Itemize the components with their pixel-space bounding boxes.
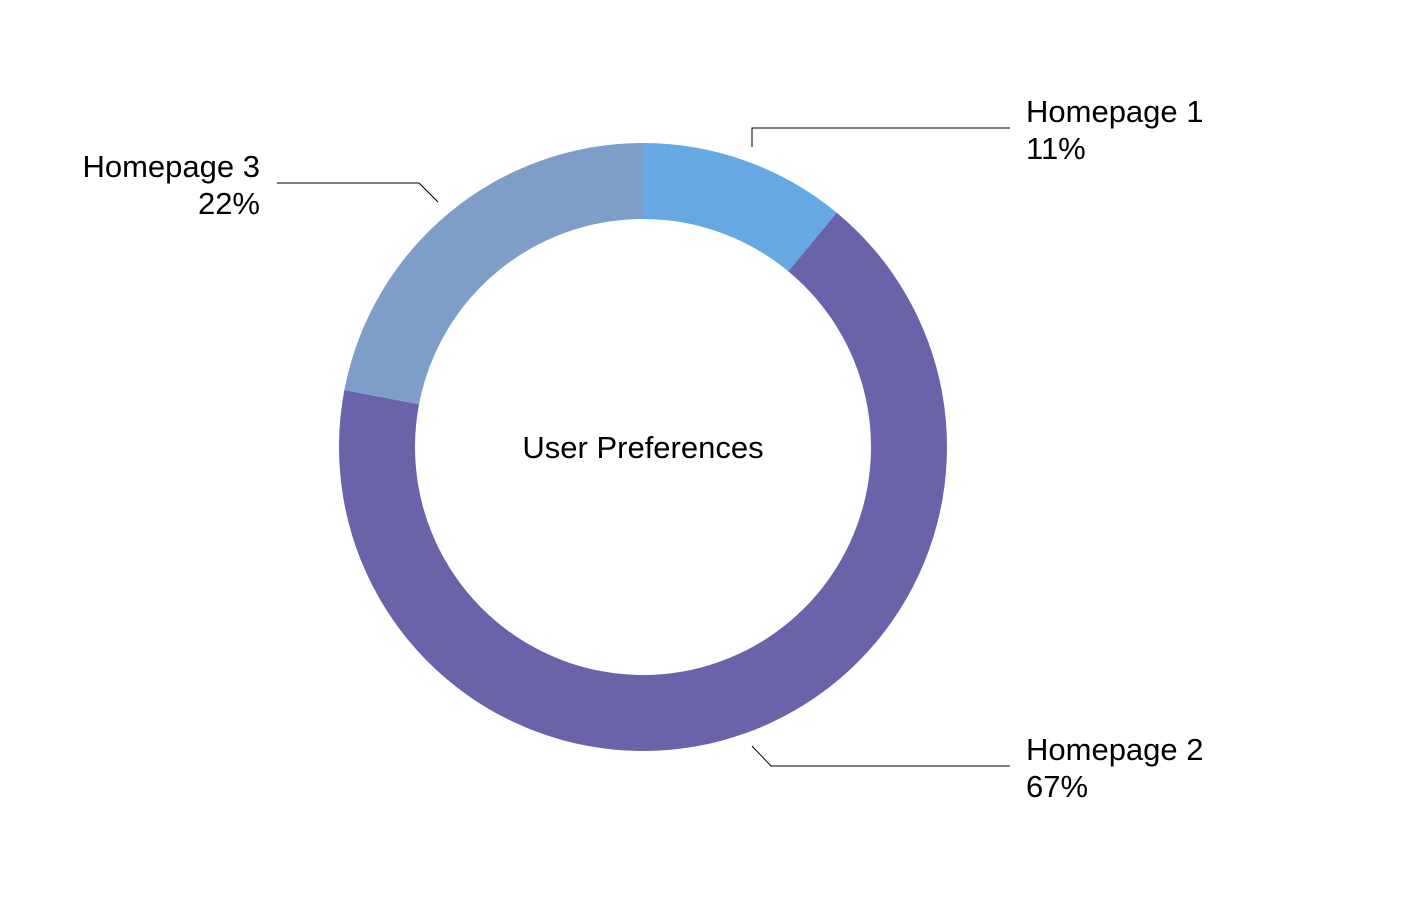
leader-line-1 (751, 127, 1010, 147)
leader-lines (277, 127, 1010, 767)
slice-percent-label: 67% (1026, 769, 1088, 804)
slice-homepage-2 (339, 212, 947, 751)
slice-percent-label: 22% (198, 186, 260, 221)
slice-percent-label: 11% (1026, 131, 1086, 166)
slice-name-label: Homepage 3 (82, 149, 260, 184)
slice-name-label: Homepage 1 (1026, 94, 1204, 129)
slice-homepage-1 (643, 143, 837, 272)
chart-title: User Preferences (522, 430, 763, 465)
leader-line-3 (277, 182, 439, 203)
donut-slices (339, 143, 947, 751)
slice-name-label: Homepage 2 (1026, 732, 1204, 767)
leader-line-2 (751, 745, 1010, 767)
slice-labels: Homepage 111% Homepage 267% Homepage 322% (82, 94, 1203, 804)
slice-homepage-3 (344, 143, 643, 405)
